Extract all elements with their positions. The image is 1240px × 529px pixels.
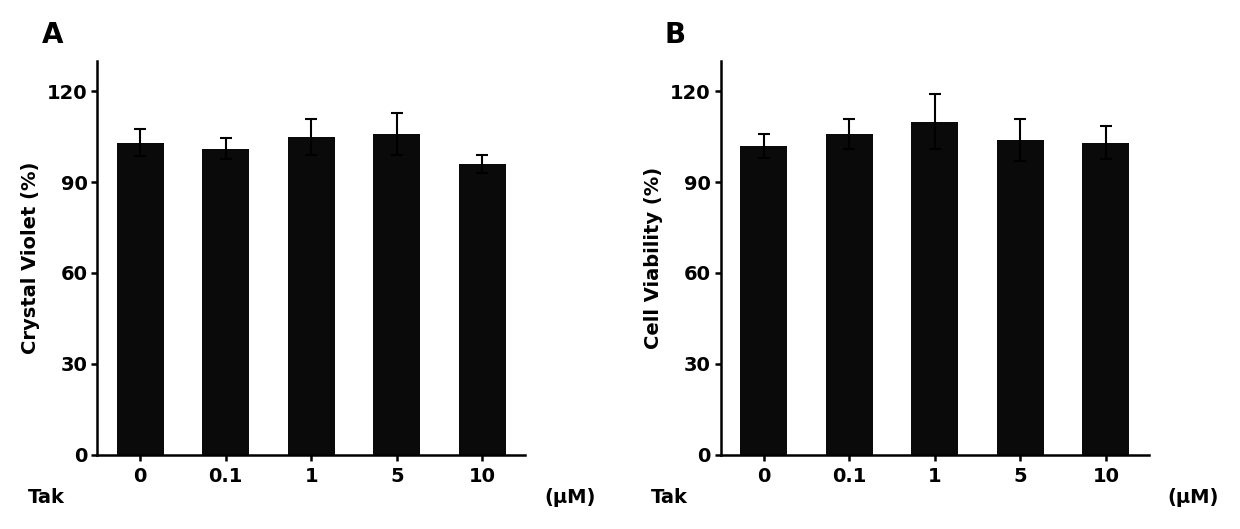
Text: B: B (665, 21, 686, 49)
Text: Tak: Tak (27, 488, 64, 507)
Bar (1083, 143, 1130, 454)
Y-axis label: Crystal Violet (%): Crystal Violet (%) (21, 162, 40, 354)
Bar (288, 136, 335, 454)
Bar (911, 122, 959, 454)
Bar (117, 143, 164, 454)
Text: (μM): (μM) (544, 488, 595, 507)
Bar (997, 140, 1044, 454)
Bar (740, 146, 787, 454)
Bar (826, 134, 873, 454)
Bar (202, 149, 249, 454)
Bar (459, 164, 506, 454)
Text: Tak: Tak (651, 488, 688, 507)
Y-axis label: Cell Viability (%): Cell Viability (%) (645, 167, 663, 349)
Bar (373, 134, 420, 454)
Text: A: A (41, 21, 63, 49)
Text: (μM): (μM) (1167, 488, 1219, 507)
